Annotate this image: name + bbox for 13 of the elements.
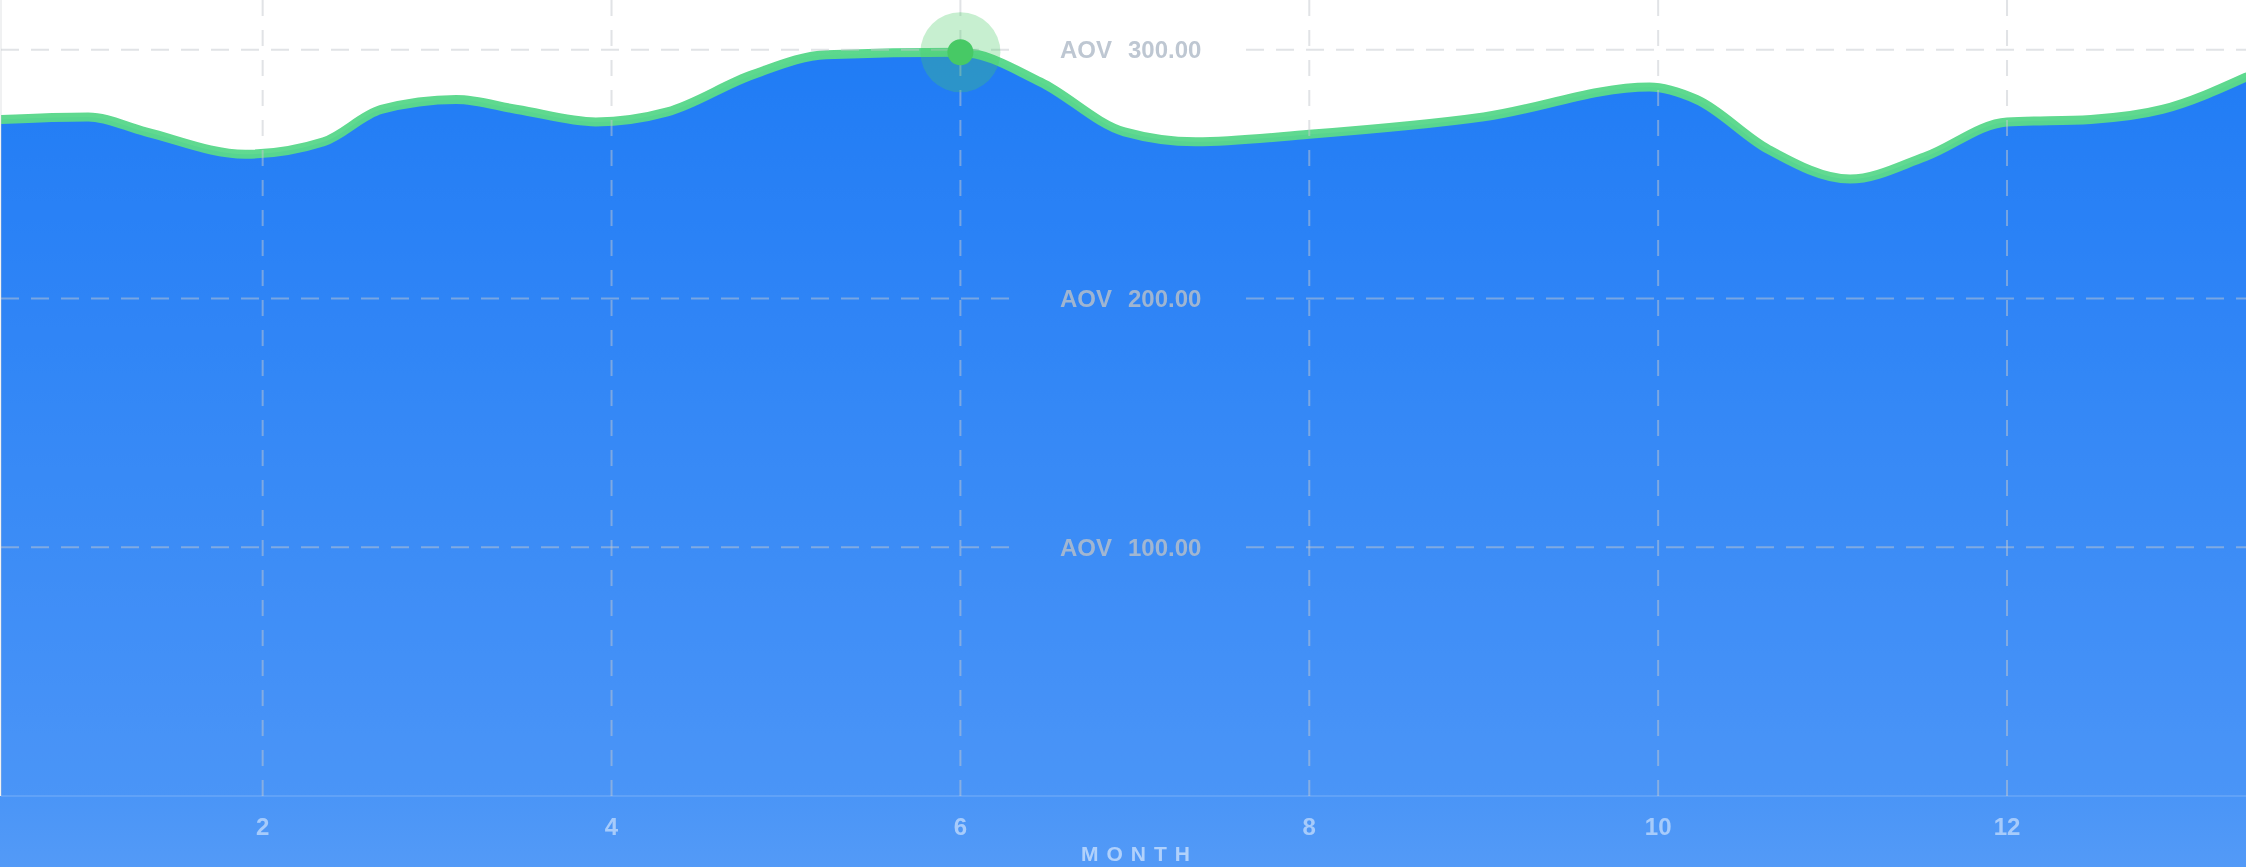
- y-tick-label: 100.00: [1128, 533, 1202, 561]
- y-tick-label: 200.00: [1128, 285, 1202, 312]
- x-axis-title: MONTH: [1081, 841, 1198, 865]
- text: AOV: [1059, 285, 1112, 312]
- x-tick-label: 4: [604, 812, 619, 840]
- x-tick-label: 6: [953, 812, 968, 840]
- y-axis-title: AOV: [1059, 533, 1112, 561]
- x-tick-label: 10: [1644, 812, 1672, 840]
- text: AOV: [1059, 36, 1112, 64]
- y-tick-label: 300.00: [1128, 36, 1202, 64]
- x-tick-label: 8: [1302, 812, 1316, 840]
- x-tick-label: 2: [255, 812, 270, 840]
- x-tick-label: 12: [1993, 812, 2021, 840]
